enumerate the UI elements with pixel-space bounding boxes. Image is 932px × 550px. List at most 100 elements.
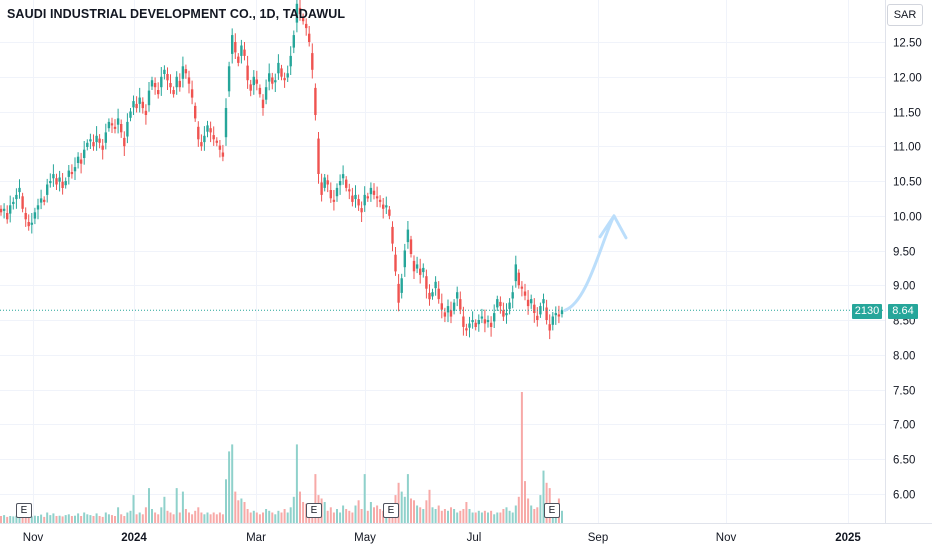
volume-bar	[237, 500, 240, 523]
candle-body	[227, 66, 231, 92]
volume-bar	[43, 516, 46, 523]
candle-body	[246, 65, 249, 81]
volume-bar	[154, 512, 157, 523]
candle-body	[58, 177, 61, 182]
candle-body	[493, 313, 496, 322]
candle-body	[15, 194, 18, 200]
volume-bar	[33, 515, 36, 523]
candle-body	[135, 103, 138, 109]
candle-body	[264, 87, 268, 100]
volume-bar	[258, 514, 261, 523]
volume-bar	[163, 496, 166, 523]
candle-body	[6, 213, 9, 220]
volume-bar	[524, 481, 526, 523]
volume-bar	[132, 495, 135, 523]
candle-body	[517, 272, 520, 286]
candle-body	[240, 45, 243, 56]
volume-bar	[123, 516, 126, 523]
volume-bar	[369, 502, 372, 523]
volume-bar	[172, 514, 175, 523]
volume-bar	[459, 510, 462, 523]
earnings-marker[interactable]: E	[306, 503, 322, 518]
candle-body	[409, 239, 413, 254]
volume-bar	[191, 514, 194, 523]
volume-bar	[508, 510, 511, 523]
candle-body	[21, 196, 24, 209]
candle-body	[150, 80, 154, 87]
candle-body	[243, 49, 246, 56]
currency-button[interactable]: SAR	[887, 4, 923, 26]
volume-bar	[545, 482, 548, 523]
earnings-marker[interactable]: E	[544, 503, 560, 518]
candle-body	[530, 299, 533, 304]
volume-bar	[157, 514, 160, 523]
volume-bar	[55, 516, 58, 523]
volume-bar	[166, 510, 169, 523]
candle-body	[166, 74, 169, 81]
volume-bars	[0, 392, 563, 523]
x-tick-label: Sep	[588, 532, 608, 544]
volume-bar	[539, 495, 542, 523]
candle-body	[295, 3, 299, 23]
candle-body	[197, 126, 200, 140]
volume-bar	[326, 510, 329, 523]
last-volume-tag: 2130	[852, 304, 882, 319]
earnings-marker[interactable]: E	[383, 503, 399, 518]
candle-body	[218, 145, 222, 150]
candle-body	[175, 76, 178, 88]
candle-body	[511, 292, 514, 299]
volume-bar	[83, 512, 86, 523]
volume-bar	[339, 512, 342, 523]
candle-body	[163, 69, 166, 74]
candle-body	[101, 145, 104, 150]
candle-body	[311, 53, 314, 70]
volume-bar	[67, 514, 70, 523]
candle-body	[366, 196, 369, 199]
candle-body	[360, 208, 363, 213]
candle-body	[428, 292, 431, 300]
volume-bar	[542, 470, 545, 523]
candle-body	[422, 267, 425, 273]
candle-body	[116, 118, 120, 125]
x-tick-label: Jul	[467, 532, 482, 544]
volume-bar	[61, 516, 64, 523]
volume-bar	[160, 507, 163, 523]
y-tick-label: 11.00	[893, 142, 921, 154]
candle-body	[440, 303, 443, 310]
last-price-tag: 8.64	[888, 304, 918, 319]
volume-bar	[462, 509, 465, 523]
candle-body	[261, 99, 265, 108]
earnings-marker[interactable]: E	[16, 503, 32, 518]
x-tick-label: 2024	[121, 532, 147, 544]
y-tick-label: 9.00	[893, 281, 915, 293]
candle-body	[480, 316, 484, 319]
candle-body	[545, 307, 548, 320]
candle-body	[52, 174, 55, 179]
volume-bar	[234, 491, 237, 523]
volume-bar	[246, 509, 249, 523]
candle-body	[419, 268, 422, 275]
y-tick-label: 7.00	[893, 420, 915, 432]
volume-bar	[471, 512, 474, 523]
volume-bar	[58, 515, 61, 523]
price-axis[interactable]: 6.006.507.007.508.008.509.009.5010.0010.…	[893, 38, 922, 502]
volume-bar	[520, 392, 523, 523]
volume-bar	[499, 512, 502, 523]
volume-bar	[101, 516, 104, 523]
volume-bar	[354, 505, 357, 523]
candle-body	[200, 142, 203, 147]
volume-bar	[379, 509, 382, 523]
volume-bar	[175, 488, 178, 523]
time-axis[interactable]: Nov 2024 Mar May Jul Sep Nov 2025	[23, 532, 862, 544]
volume-bar	[271, 512, 274, 523]
candle-body	[449, 310, 453, 317]
candle-body	[107, 121, 111, 129]
volume-bar	[465, 502, 468, 523]
volume-bar	[533, 509, 536, 523]
candle-body	[446, 306, 450, 313]
candle-body	[471, 320, 474, 323]
volume-bar	[490, 510, 493, 523]
volume-bar	[517, 496, 520, 523]
y-tick-label: 9.50	[893, 247, 915, 259]
